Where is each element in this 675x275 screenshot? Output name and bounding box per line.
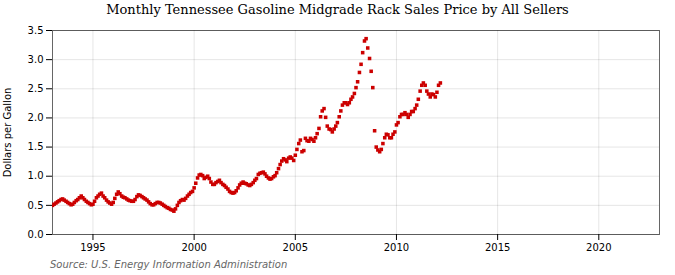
- svg-text:2010: 2010: [384, 242, 409, 253]
- svg-text:2.5: 2.5: [28, 83, 44, 94]
- svg-text:3.0: 3.0: [28, 54, 44, 65]
- svg-text:2015: 2015: [485, 242, 510, 253]
- html-text:Monthly Tennessee Gasoline Mid: Monthly Tennessee Gasoline Midgrade Rack…: [106, 2, 569, 17]
- svg-text:1.5: 1.5: [28, 141, 44, 152]
- svg-text:3.5: 3.5: [28, 25, 44, 36]
- svg-text:Dollars per Gallon: Dollars per Gallon: [2, 88, 13, 178]
- svg-text:2005: 2005: [283, 242, 308, 253]
- svg-text:0.5: 0.5: [28, 200, 44, 211]
- svg-text:1.0: 1.0: [28, 170, 44, 181]
- svg-text:0.0: 0.0: [28, 229, 44, 240]
- svg-text:2000: 2000: [181, 242, 206, 253]
- html-text:Source: U.S. Energy Informatio: Source: U.S. Energy Information Administ…: [50, 259, 288, 270]
- svg-text:2020: 2020: [586, 242, 611, 253]
- svg-text:1995: 1995: [80, 242, 105, 253]
- svg-text:2.0: 2.0: [28, 112, 44, 123]
